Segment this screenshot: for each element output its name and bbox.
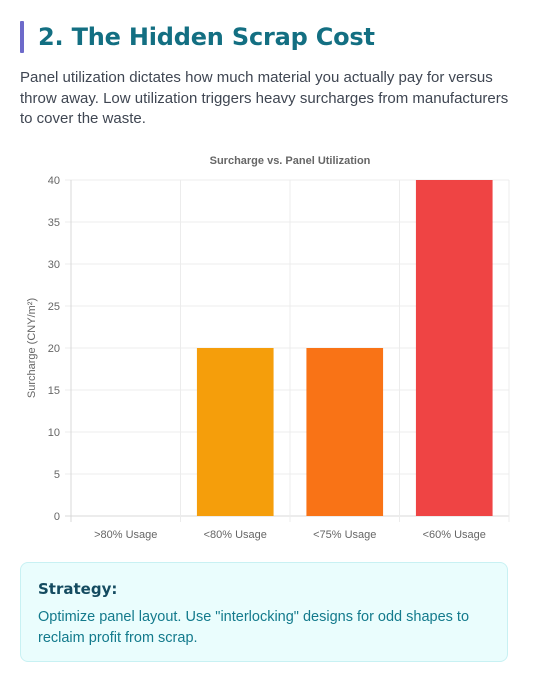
y-tick-label: 0: [54, 511, 60, 523]
surcharge-chart: Surcharge vs. Panel Utilization 0 5 10 15 20 2…: [26, 155, 510, 541]
y-tick-label: 5: [54, 469, 60, 481]
chart-labels: Surcharge vs. Panel Utilization 0 5 10 15 20 2…: [26, 155, 486, 541]
y-tick-label: 25: [48, 301, 60, 313]
intro-paragraph: Panel utilization dictates how much mate…: [20, 69, 509, 127]
heading-accent-bar: [20, 21, 24, 53]
chart-grid: [65, 179, 510, 522]
section-heading: 2. The Hidden Scrap Cost: [20, 20, 375, 54]
x-tick-label: <60% Usage: [423, 529, 486, 541]
y-tick-label: 20: [48, 343, 60, 355]
x-tick-label: <80% Usage: [204, 529, 267, 541]
strategy-title: Strategy:: [38, 580, 118, 598]
section-title: 2. The Hidden Scrap Cost: [38, 23, 375, 51]
y-tick-label: 10: [48, 427, 60, 439]
chart-title: Surcharge vs. Panel Utilization: [210, 155, 371, 167]
chart-bars: [196, 180, 493, 516]
strategy-text: Optimize panel layout. Use "interlocking…: [38, 609, 470, 646]
bar-3: [415, 180, 493, 516]
y-tick-label: 15: [48, 385, 60, 397]
bar-1: [196, 348, 274, 516]
y-tick-label: 40: [48, 175, 60, 187]
y-axis-label: Surcharge (CNY/m²): [26, 298, 38, 398]
x-tick-label: >80% Usage: [94, 529, 157, 541]
bar-2: [306, 348, 384, 516]
x-tick-label: <75% Usage: [313, 529, 376, 541]
strategy-callout: Strategy: Optimize panel layout. Use "in…: [20, 562, 508, 662]
y-tick-label: 30: [48, 259, 60, 271]
y-tick-label: 35: [48, 217, 60, 229]
